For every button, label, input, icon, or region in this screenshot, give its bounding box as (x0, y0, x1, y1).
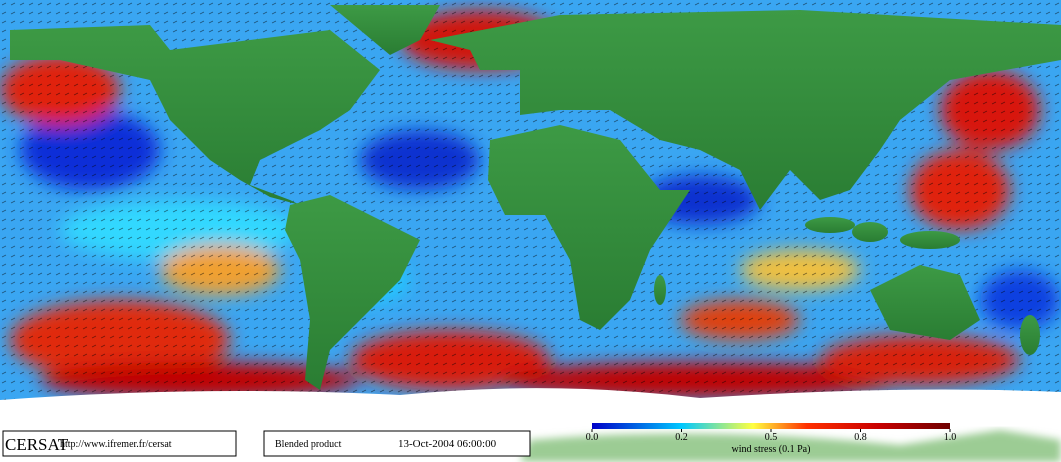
info-box (2, 430, 237, 457)
colorbar-label: wind stress (0.1 Pa) (732, 444, 811, 455)
colorbar-tick-label: 0.2 (675, 432, 688, 443)
colorbar-tick-label: 0.8 (854, 432, 867, 443)
colorbar-tick-label: 1.0 (944, 432, 957, 443)
colorbar-ticks: 0.0 0.2 0.5 0.8 1.0 (586, 429, 957, 443)
url: http://www.ifremer.fr/cersat (60, 439, 172, 450)
product: Blended product (275, 439, 342, 450)
product-box (263, 430, 531, 457)
antarctica-relief (520, 430, 1061, 462)
colorbar-tick-label: 0.5 (765, 432, 778, 443)
logo: CERSAT (5, 435, 69, 454)
colorbar (592, 423, 950, 429)
colorbar-tick-label: 0.0 (586, 432, 599, 443)
land (10, 5, 1061, 390)
timestamp: 13-Oct-2004 06:00:00 (398, 438, 497, 450)
